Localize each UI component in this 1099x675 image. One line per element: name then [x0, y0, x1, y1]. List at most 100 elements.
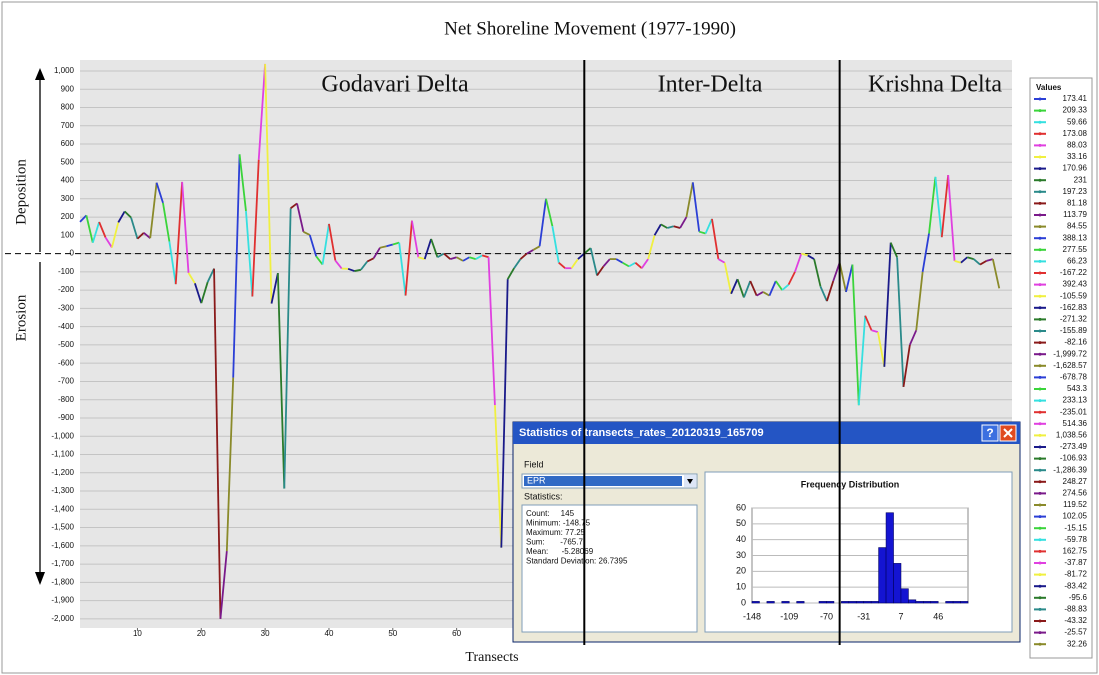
histogram-bar — [952, 601, 961, 604]
line-segment — [794, 253, 803, 273]
line-segment — [366, 257, 375, 263]
histogram-bar — [915, 601, 924, 604]
line-segment — [257, 63, 267, 160]
line-segment — [857, 315, 867, 406]
field-label: Field — [524, 459, 544, 469]
line-segment — [545, 198, 554, 227]
y-tick-label: 500 — [61, 157, 75, 166]
line-segment — [698, 230, 706, 235]
line-segment — [162, 202, 171, 242]
line-segment — [449, 256, 457, 260]
line-segment — [225, 377, 235, 552]
histogram-bar — [870, 601, 879, 604]
line-segment — [321, 223, 330, 265]
dialog-titlebar — [513, 422, 1020, 444]
line-segment — [155, 182, 164, 204]
y-tick-label: -800 — [58, 395, 75, 404]
line-segment — [889, 242, 898, 258]
histogram-bar — [878, 547, 887, 604]
line-segment — [622, 261, 630, 268]
line-segment — [845, 264, 854, 293]
line-segment — [270, 272, 279, 304]
y-tick-label: -1,200 — [51, 468, 74, 477]
line-segment — [79, 214, 88, 223]
legend-label: -155.89 — [1060, 326, 1088, 335]
line-segment — [136, 232, 145, 240]
statistics-line: Minimum: -148.75 — [526, 519, 591, 528]
help-button[interactable] — [981, 424, 999, 442]
legend-label: 102.05 — [1063, 512, 1088, 521]
histogram-bar — [855, 601, 865, 604]
histogram-bar — [781, 601, 790, 604]
histogram-bar — [885, 512, 894, 604]
line-segment — [660, 223, 668, 229]
close-icon — [1003, 428, 1013, 438]
line-segment — [334, 259, 343, 270]
histogram-bar — [818, 601, 827, 604]
statistics-label: Statistics: — [524, 491, 563, 501]
help-icon: ? — [986, 426, 993, 440]
x-tick-label: 60 — [452, 629, 461, 638]
line-segment — [736, 278, 745, 298]
legend-marker — [1038, 364, 1042, 368]
histogram-bar — [796, 601, 805, 604]
statistics-box — [521, 504, 698, 633]
line-segment — [787, 271, 796, 286]
line-segment — [960, 256, 968, 264]
line-segment — [762, 291, 770, 297]
line-segment — [589, 247, 598, 276]
legend-marker — [1038, 97, 1042, 101]
line-segment — [570, 258, 579, 269]
legend-label: -273.49 — [1060, 442, 1088, 451]
legend-marker — [1038, 480, 1042, 484]
y-tick-label: 40 — [736, 534, 746, 544]
line-segment — [691, 182, 701, 232]
legend-label: -88.83 — [1064, 605, 1087, 614]
dividers — [583, 60, 841, 645]
legend-label: 173.08 — [1063, 129, 1088, 138]
statistics-line: Maximum: 77.25 — [526, 528, 586, 537]
legend-marker — [1038, 259, 1042, 263]
line-segment — [98, 221, 107, 238]
line-segment — [111, 222, 120, 248]
legend-marker — [1038, 375, 1042, 379]
legend-marker — [1038, 352, 1042, 356]
field-selection — [524, 476, 682, 486]
x-tick-label: -148 — [743, 611, 761, 621]
histogram-bar — [893, 563, 902, 604]
line-segment — [653, 223, 662, 236]
statistics-line: Count: 145 — [526, 509, 575, 518]
legend-marker — [1038, 213, 1042, 217]
legend-marker — [1038, 410, 1042, 414]
legend — [1029, 77, 1093, 659]
line-segment — [456, 256, 464, 262]
legend-marker — [1038, 445, 1042, 449]
line-segment — [749, 280, 758, 296]
dialog-title: Statistics of transects_rates_20120319_1… — [519, 427, 764, 439]
y-tick-label: 50 — [736, 518, 746, 528]
line-segment — [308, 234, 318, 257]
annotation: Deposition — [13, 159, 29, 225]
legend-marker — [1038, 399, 1042, 403]
legend-marker — [1038, 549, 1042, 553]
line-segment — [979, 260, 987, 266]
line-segment — [558, 262, 566, 269]
line-segment — [807, 254, 815, 260]
line-segment — [596, 265, 605, 277]
legend-marker — [1038, 503, 1042, 507]
legend-label: 173.41 — [1063, 94, 1088, 103]
line-segment — [232, 154, 241, 378]
legend-label: -37.87 — [1064, 558, 1087, 567]
y-tick-label: -1,600 — [51, 541, 74, 550]
y-tick-label: 0 — [741, 597, 746, 607]
line-segment — [730, 278, 739, 295]
legend-label: -43.32 — [1064, 616, 1087, 625]
line-segment — [174, 181, 184, 285]
line-segment — [187, 272, 196, 284]
y-tick-label: 800 — [61, 103, 75, 112]
legend-marker — [1038, 538, 1042, 542]
legend-marker — [1038, 341, 1042, 345]
y-tick-label: -1,000 — [51, 431, 74, 440]
line-segment — [354, 268, 362, 272]
x-tick-label: 10 — [133, 629, 142, 638]
